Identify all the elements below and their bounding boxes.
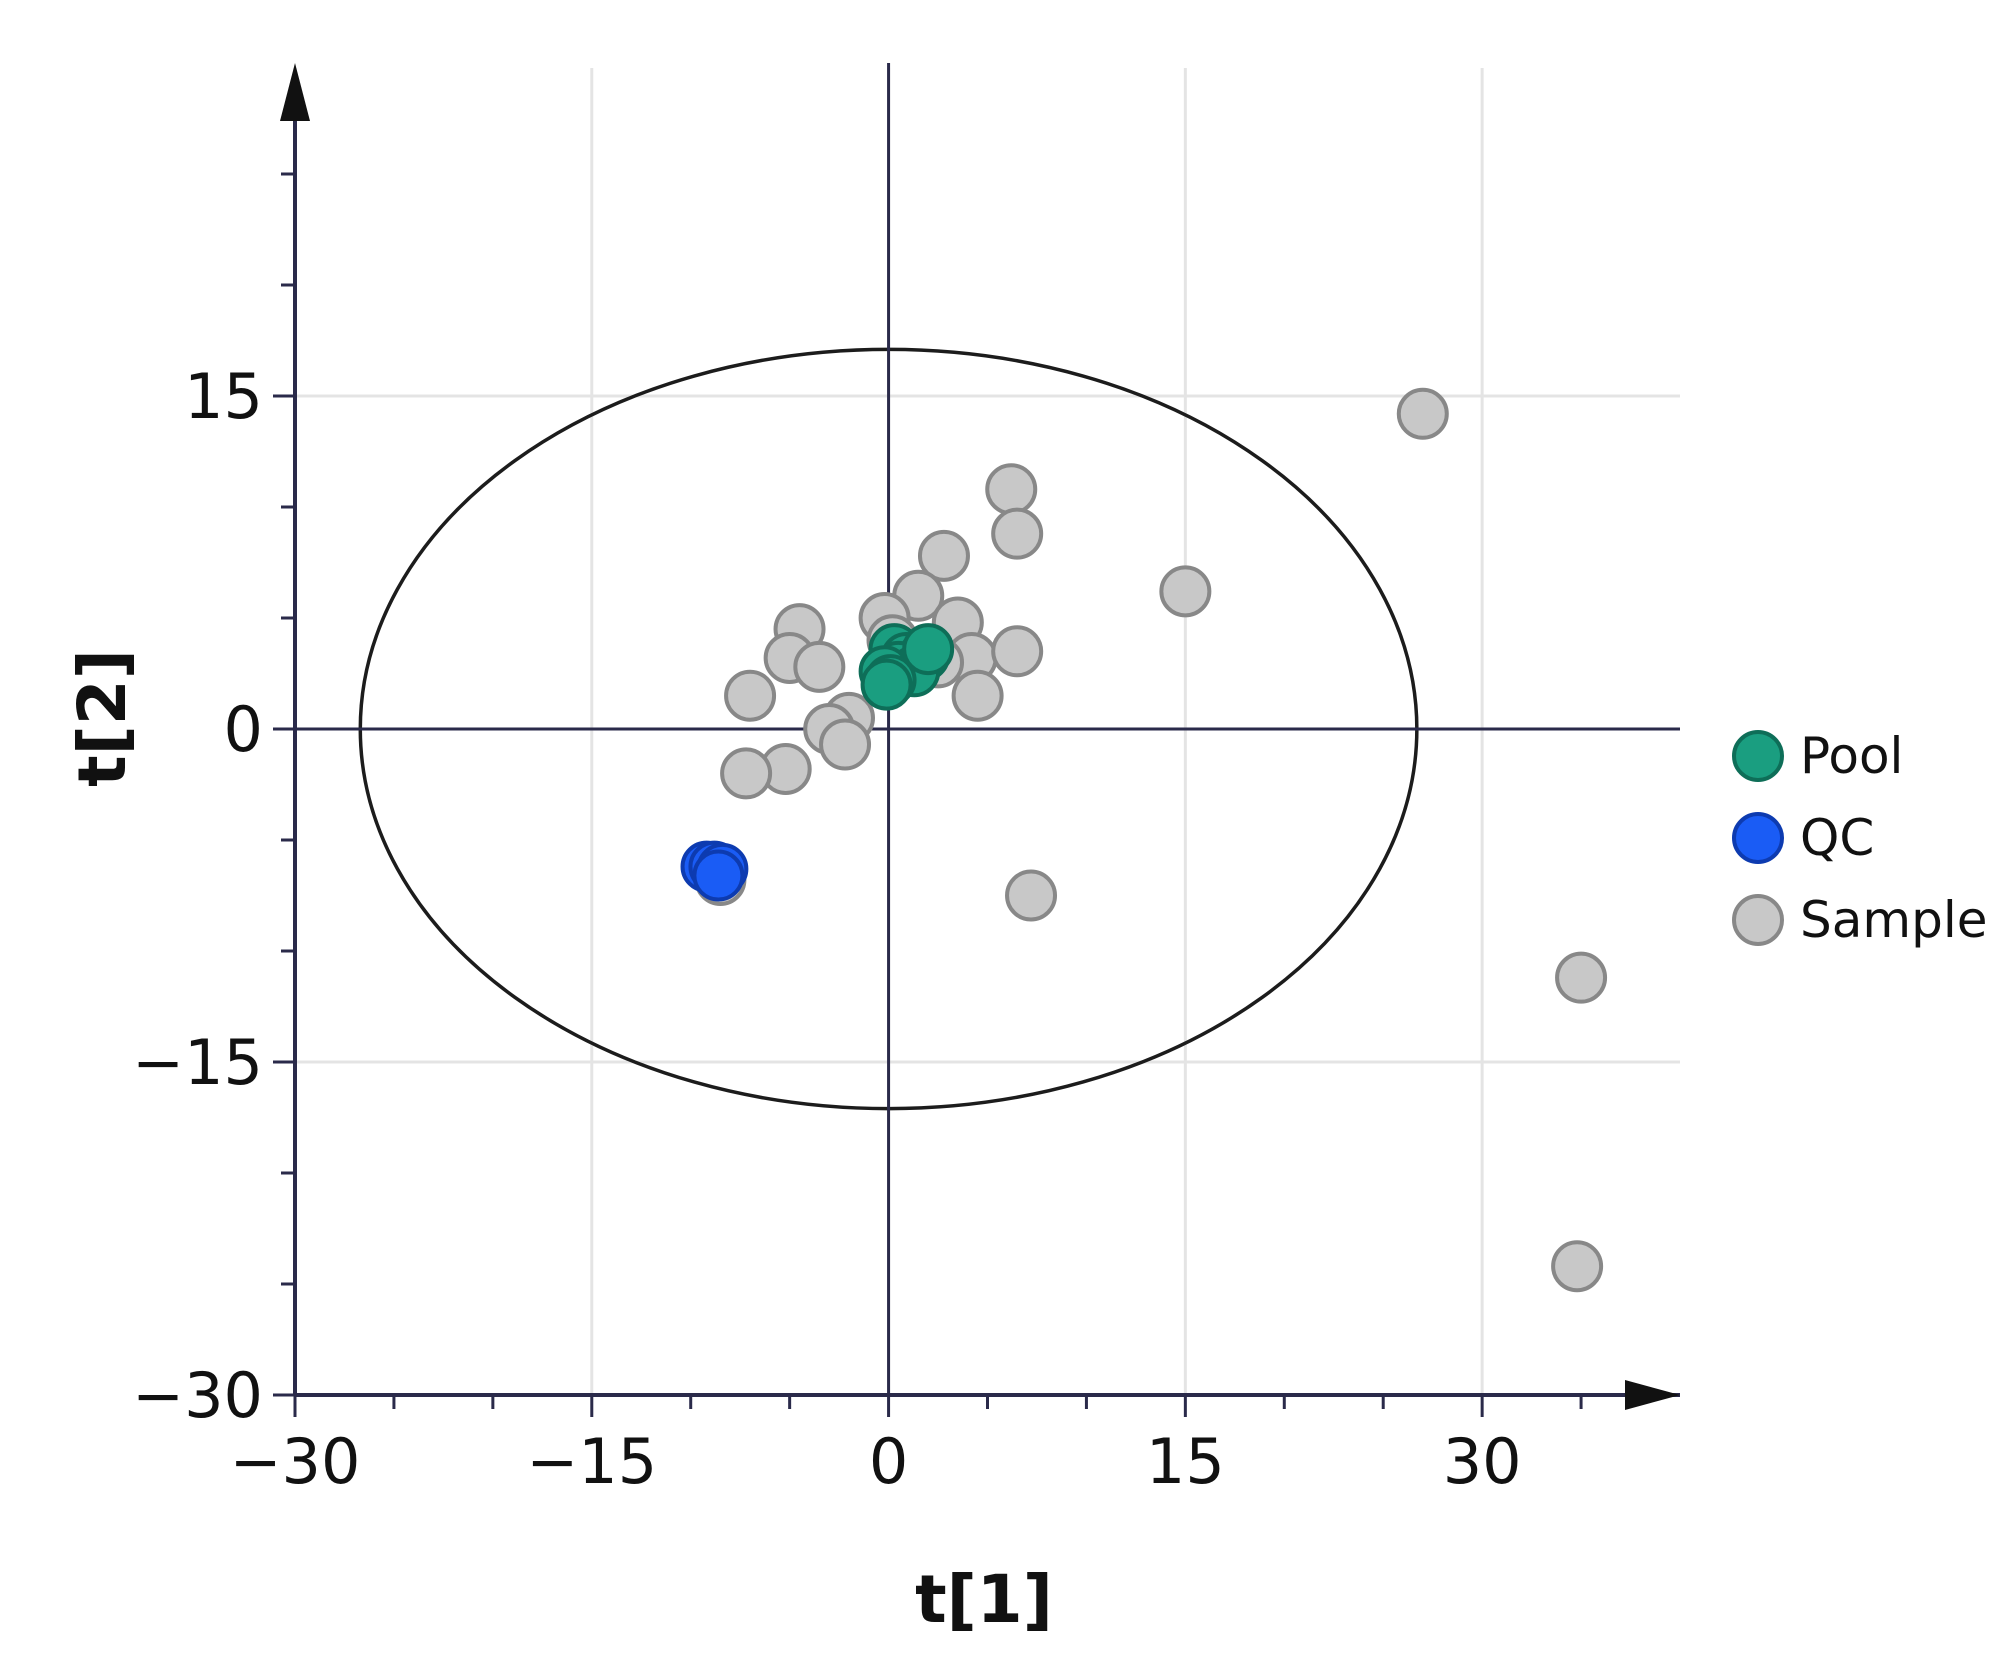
y-tick-label: −30: [132, 1359, 263, 1432]
legend-label-pool: Pool: [1800, 727, 1903, 785]
crosshair-layer: [295, 63, 1680, 1395]
x-axis-arrowhead: [1625, 1380, 1680, 1410]
y-axis-label: t[2]: [64, 649, 141, 787]
data-point-sample: [991, 625, 1044, 678]
x-tick-label: 15: [1146, 1425, 1225, 1498]
legend-label-qc: QC: [1800, 809, 1874, 867]
y-tick-label: 15: [184, 360, 263, 433]
data-point-sample: [720, 747, 773, 800]
legend-label-sample: Sample: [1800, 891, 1987, 949]
x-tick-label: −15: [526, 1425, 657, 1498]
data-point-pool: [860, 658, 913, 711]
data-point-qc: [692, 849, 745, 902]
y-tick-label: 0: [224, 693, 263, 766]
data-point-sample: [793, 640, 846, 693]
data-point-sample: [1159, 565, 1212, 618]
data-point-pool: [902, 623, 955, 676]
data-point-sample: [991, 507, 1044, 560]
data-point-sample: [951, 669, 1004, 722]
y-axis-arrowhead: [280, 63, 310, 121]
grid-layer: [293, 68, 1680, 1397]
legend-layer: Pool QC Sample: [1732, 727, 1987, 949]
x-tick-label: 30: [1443, 1425, 1522, 1498]
data-point-sample: [819, 718, 872, 771]
legend-marker-sample: [1732, 894, 1784, 946]
data-point-sample: [1005, 869, 1058, 922]
data-point-sample: [917, 529, 970, 582]
data-point-sample: [724, 669, 777, 722]
x-tick-label: 0: [869, 1425, 908, 1498]
data-point-sample: [1555, 951, 1608, 1004]
points-layer: [680, 387, 1608, 1293]
x-tick-label: −30: [230, 1425, 361, 1498]
x-axis-label: t[1]: [915, 1561, 1053, 1638]
data-point-sample: [985, 463, 1038, 516]
data-point-sample: [1396, 387, 1449, 440]
axis-layer: −30 −15 0 15 30 −30 −15 0 15: [132, 63, 1680, 1498]
y-tick-label: −15: [132, 1026, 263, 1099]
legend-marker-qc: [1732, 812, 1784, 864]
data-point-sample: [1551, 1240, 1604, 1293]
legend-marker-pool: [1732, 730, 1784, 782]
